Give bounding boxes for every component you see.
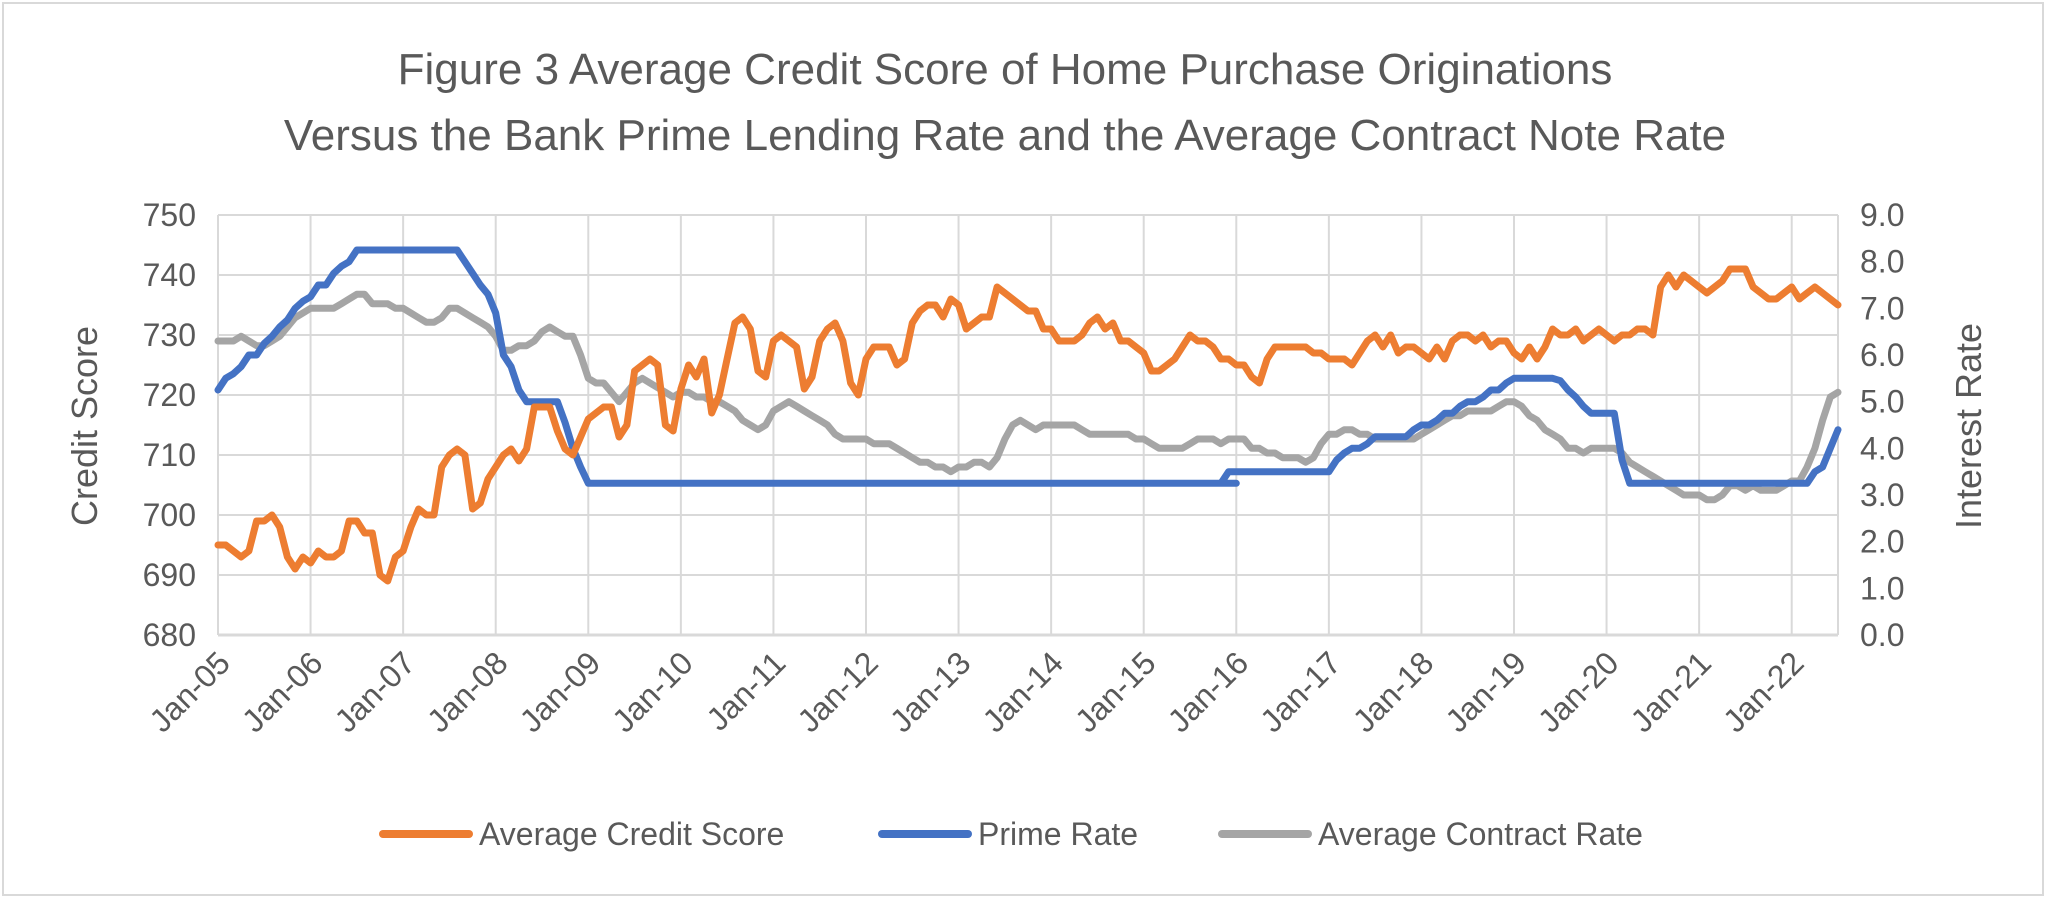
- y-left-tick-label: 720: [143, 377, 196, 413]
- y-left-tick-label: 750: [143, 197, 196, 233]
- x-tick-label: Jan-22: [1716, 644, 1811, 739]
- x-tick-label: Jan-17: [1253, 644, 1348, 739]
- series-line-prime-rate: [214, 246, 1842, 487]
- x-tick-label: Jan-12: [790, 644, 885, 739]
- series-lines: [214, 246, 1842, 585]
- x-tick-label: Jan-09: [513, 644, 608, 739]
- x-tick-label: Jan-20: [1531, 644, 1626, 739]
- x-tick-label: Jan-21: [1623, 644, 1718, 739]
- x-tick-label: Jan-15: [1068, 644, 1163, 739]
- x-tick-label: Jan-07: [327, 644, 422, 739]
- x-tick-label: Jan-13: [883, 644, 978, 739]
- x-tick-label: Jan-14: [975, 644, 1070, 739]
- y-right-tick-label: 6.0: [1860, 337, 1904, 373]
- legend-label-average-contract-rate: Average Contract Rate: [1318, 816, 1643, 852]
- chart-title: Figure 3 Average Credit Score of Home Pu…: [284, 45, 1726, 160]
- x-tick-label: Jan-10: [605, 644, 700, 739]
- y-left-tick-label: 730: [143, 317, 196, 353]
- y-right-tick-label: 2.0: [1860, 524, 1904, 560]
- y-right-tick-label: 5.0: [1860, 384, 1904, 420]
- series-line-average-contract-rate: [214, 290, 1842, 504]
- x-tick-label: Jan-06: [235, 644, 330, 739]
- y-right-tick-label: 9.0: [1860, 197, 1904, 233]
- x-tick-label: Jan-05: [142, 644, 237, 739]
- series-line-average-credit-score: [214, 265, 1842, 585]
- y-left-tick-label: 680: [143, 617, 196, 653]
- y-right-tick-label: 3.0: [1860, 477, 1904, 513]
- chart-title-line-1: Figure 3 Average Credit Score of Home Pu…: [398, 45, 1613, 94]
- y-right-tick-label: 4.0: [1860, 430, 1904, 466]
- legend: Average Credit Score Prime Rate Average Co…: [379, 816, 1643, 852]
- legend-label-prime-rate: Prime Rate: [978, 816, 1138, 852]
- x-tick-label: Jan-18: [1346, 644, 1441, 739]
- x-tick-label: Jan-11: [699, 644, 792, 737]
- y-left-tick-label: 700: [143, 497, 196, 533]
- y-left-tick-label: 710: [143, 437, 196, 473]
- y-right-tick-label: 7.0: [1860, 290, 1904, 326]
- y-right-tick-label: 1.0: [1860, 570, 1904, 606]
- y-left-tick-label: 690: [143, 557, 196, 593]
- x-tick-label: Jan-08: [420, 644, 515, 739]
- y-right-tick-label: 8.0: [1860, 244, 1904, 280]
- y-right-tick-label: 0.0: [1860, 617, 1904, 653]
- x-tick-label: Jan-16: [1161, 644, 1256, 739]
- legend-label-average-credit-score: Average Credit Score: [479, 816, 784, 852]
- x-tick-label: Jan-19: [1438, 644, 1533, 739]
- chart-title-line-2: Versus the Bank Prime Lending Rate and t…: [284, 111, 1726, 160]
- y-left-tick-label: 740: [143, 257, 196, 293]
- y-axis-right-title: Interest Rate: [1948, 323, 1989, 529]
- y-axis-left-title: Credit Score: [64, 326, 105, 526]
